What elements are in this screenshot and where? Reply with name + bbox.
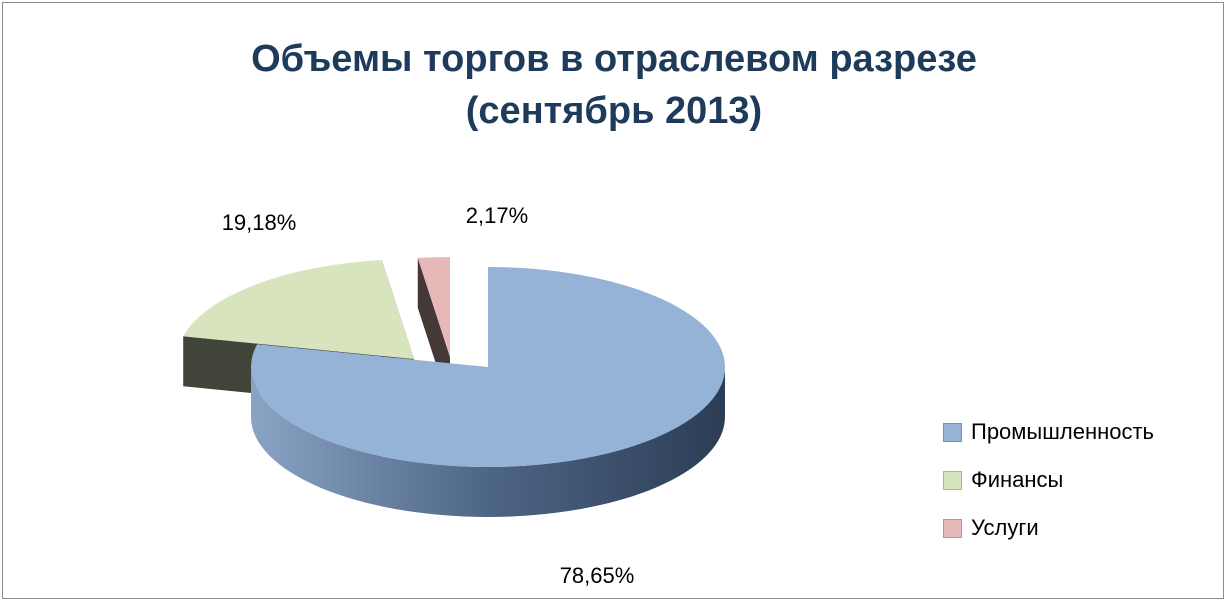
data-label-finance: 19,18% [222,210,297,235]
data-label-industry: 78,65% [560,563,635,588]
legend-label-industry: Промышленность [971,419,1155,444]
chart-title-line-2: (сентябрь 2013) [465,90,763,132]
chart-title-line-1: Объемы торгов в отраслевом разрезе [251,38,977,80]
legend-label-finance: Финансы [971,467,1064,492]
legend-swatch-industry [943,422,962,442]
pie-side-industry [251,367,725,517]
legend-swatch-finance [943,470,962,490]
legend-item-industry: Промышленность [943,408,1154,456]
legend-item-finance: Финансы [943,456,1154,504]
legend-item-services: Услуги [943,504,1154,552]
legend-label-services: Услуги [971,515,1039,540]
pie-slice-industry [251,267,726,467]
pie-slice-services [417,257,450,357]
chart-title: Объемы торгов в отраслевом разрезе (сент… [3,33,1225,137]
legend: Промышленность Финансы Услуги [943,408,1154,552]
pie-slice-finance [183,259,414,359]
data-label-services: 2,17% [466,203,528,228]
legend-swatch-services [943,518,962,538]
